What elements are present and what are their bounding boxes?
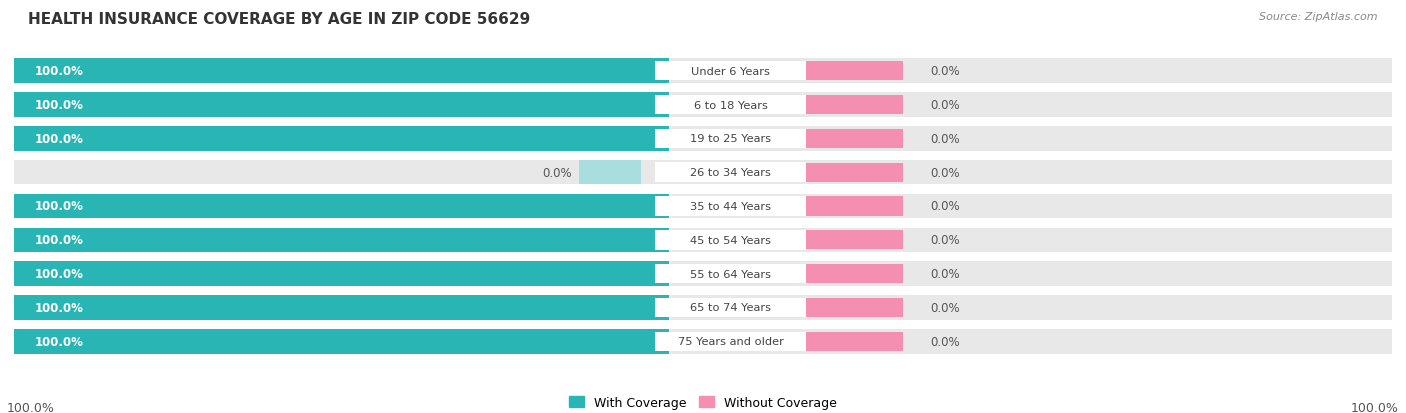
Text: 0.0%: 0.0%	[931, 99, 960, 112]
Bar	[807, 62, 903, 81]
Bar	[807, 197, 903, 216]
Text: 100.0%: 100.0%	[1351, 401, 1399, 413]
Bar	[655, 230, 807, 250]
Bar	[14, 127, 669, 151]
Text: HEALTH INSURANCE COVERAGE BY AGE IN ZIP CODE 56629: HEALTH INSURANCE COVERAGE BY AGE IN ZIP …	[28, 12, 530, 27]
Bar	[807, 332, 903, 351]
Bar	[14, 59, 669, 84]
Bar	[14, 127, 1392, 151]
Text: 100.0%: 100.0%	[35, 99, 83, 112]
Bar	[14, 93, 669, 117]
Bar	[14, 329, 669, 354]
Bar	[14, 296, 669, 320]
Text: 100.0%: 100.0%	[35, 133, 83, 145]
Text: 0.0%: 0.0%	[931, 234, 960, 247]
Text: 19 to 25 Years: 19 to 25 Years	[690, 134, 770, 144]
Bar	[807, 298, 903, 317]
Text: 55 to 64 Years: 55 to 64 Years	[690, 269, 770, 279]
Text: Source: ZipAtlas.com: Source: ZipAtlas.com	[1260, 12, 1378, 22]
Text: 45 to 54 Years: 45 to 54 Years	[690, 235, 770, 245]
Bar	[579, 161, 641, 185]
Bar	[14, 228, 669, 252]
Text: 100.0%: 100.0%	[7, 401, 55, 413]
Bar	[807, 264, 903, 283]
Text: 0.0%: 0.0%	[931, 301, 960, 314]
Text: 100.0%: 100.0%	[35, 65, 83, 78]
Bar	[14, 195, 669, 218]
Bar	[655, 264, 807, 284]
Bar	[807, 163, 903, 182]
Bar	[807, 96, 903, 115]
Text: 100.0%: 100.0%	[35, 234, 83, 247]
Text: 0.0%: 0.0%	[931, 65, 960, 78]
Legend: With Coverage, Without Coverage: With Coverage, Without Coverage	[564, 391, 842, 413]
Bar	[655, 129, 807, 149]
Bar	[807, 231, 903, 250]
Text: 100.0%: 100.0%	[35, 268, 83, 280]
Bar	[14, 161, 1392, 185]
Bar	[655, 298, 807, 318]
Bar	[14, 262, 1392, 286]
Bar	[655, 95, 807, 115]
Text: 0.0%: 0.0%	[931, 200, 960, 213]
Text: Under 6 Years: Under 6 Years	[692, 66, 770, 76]
Bar	[807, 130, 903, 149]
Text: 26 to 34 Years: 26 to 34 Years	[690, 168, 770, 178]
Bar	[14, 93, 1392, 117]
Bar	[14, 262, 669, 286]
Text: 100.0%: 100.0%	[35, 335, 83, 348]
Text: 35 to 44 Years: 35 to 44 Years	[690, 202, 770, 211]
Text: 100.0%: 100.0%	[35, 200, 83, 213]
Text: 100.0%: 100.0%	[35, 301, 83, 314]
Bar	[655, 332, 807, 351]
Text: 0.0%: 0.0%	[931, 166, 960, 179]
Bar	[655, 163, 807, 183]
Text: 0.0%: 0.0%	[543, 166, 572, 179]
Bar	[14, 296, 1392, 320]
Bar	[14, 195, 1392, 218]
Text: 0.0%: 0.0%	[931, 335, 960, 348]
Text: 75 Years and older: 75 Years and older	[678, 337, 783, 347]
Text: 65 to 74 Years: 65 to 74 Years	[690, 303, 770, 313]
Bar	[14, 228, 1392, 252]
Text: 0.0%: 0.0%	[931, 268, 960, 280]
Bar	[655, 62, 807, 81]
Bar	[14, 59, 1392, 84]
Text: 0.0%: 0.0%	[931, 133, 960, 145]
Text: 6 to 18 Years: 6 to 18 Years	[693, 100, 768, 110]
Bar	[14, 329, 1392, 354]
Bar	[655, 197, 807, 216]
